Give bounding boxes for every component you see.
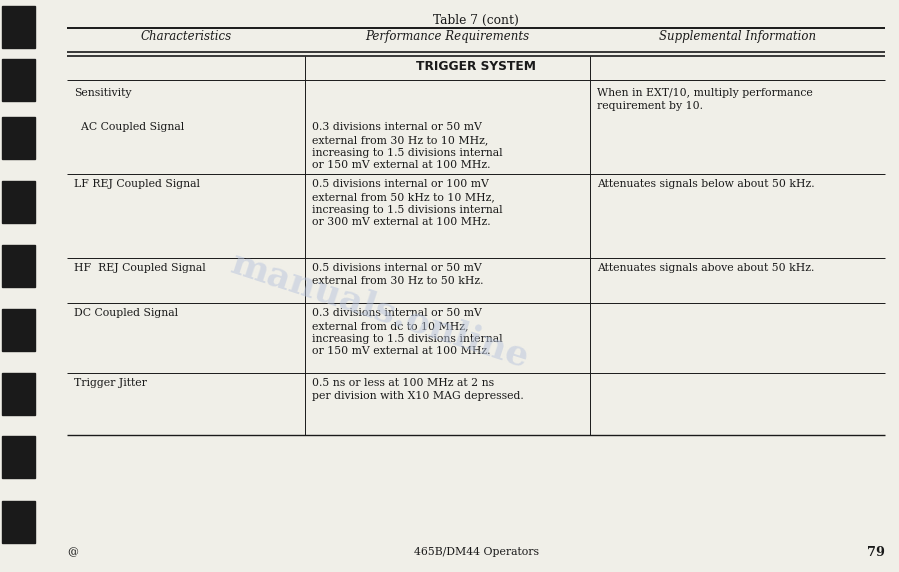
Text: Supplemental Information: Supplemental Information [659,30,816,43]
Text: Attenuates signals above about 50 kHz.: Attenuates signals above about 50 kHz. [597,263,814,273]
Text: Attenuates signals below about 50 kHz.: Attenuates signals below about 50 kHz. [597,179,814,189]
Bar [2,501,35,543]
Bar [2,181,35,223]
Text: Performance Requirements: Performance Requirements [365,30,530,43]
Text: TRIGGER SYSTEM: TRIGGER SYSTEM [416,60,536,73]
Text: Characteristics: Characteristics [140,30,232,43]
Text: Sensitivity: Sensitivity [74,88,131,98]
Text: Table 7 (cont): Table 7 (cont) [433,14,519,27]
Text: 0.5 divisions internal or 50 mV
external from 30 Hz to 50 kHz.: 0.5 divisions internal or 50 mV external… [312,263,484,286]
Text: 0.3 divisions internal or 50 mV
external from dc to 10 MHz,
increasing to 1.5 di: 0.3 divisions internal or 50 mV external… [312,308,503,356]
Text: 0.5 divisions internal or 100 mV
external from 50 kHz to 10 MHz,
increasing to 1: 0.5 divisions internal or 100 mV externa… [312,179,503,228]
Text: LF REJ Coupled Signal: LF REJ Coupled Signal [74,179,200,189]
Text: 0.3 divisions internal or 50 mV
external from 30 Hz to 10 MHz,
increasing to 1.5: 0.3 divisions internal or 50 mV external… [312,122,503,170]
Bar [2,373,35,415]
Text: Trigger Jitter: Trigger Jitter [74,378,147,388]
Text: 0.5 ns or less at 100 MHz at 2 ns
per division with X10 MAG depressed.: 0.5 ns or less at 100 MHz at 2 ns per di… [312,378,524,401]
Bar [2,436,35,478]
Bar [2,59,35,101]
Bar [2,6,35,48]
Text: HF  REJ Coupled Signal: HF REJ Coupled Signal [74,263,206,273]
Text: 465B/DM44 Operators: 465B/DM44 Operators [414,547,539,557]
Text: AC Coupled Signal: AC Coupled Signal [74,122,184,132]
Text: manuals.online: manuals.online [227,246,533,374]
Text: 79: 79 [868,546,885,558]
Bar [2,309,35,351]
Text: @: @ [67,547,78,557]
Text: When in EXT/10, multiply performance
requirement by 10.: When in EXT/10, multiply performance req… [597,88,813,111]
Text: DC Coupled Signal: DC Coupled Signal [74,308,178,318]
Bar [2,245,35,287]
Bar [2,117,35,159]
